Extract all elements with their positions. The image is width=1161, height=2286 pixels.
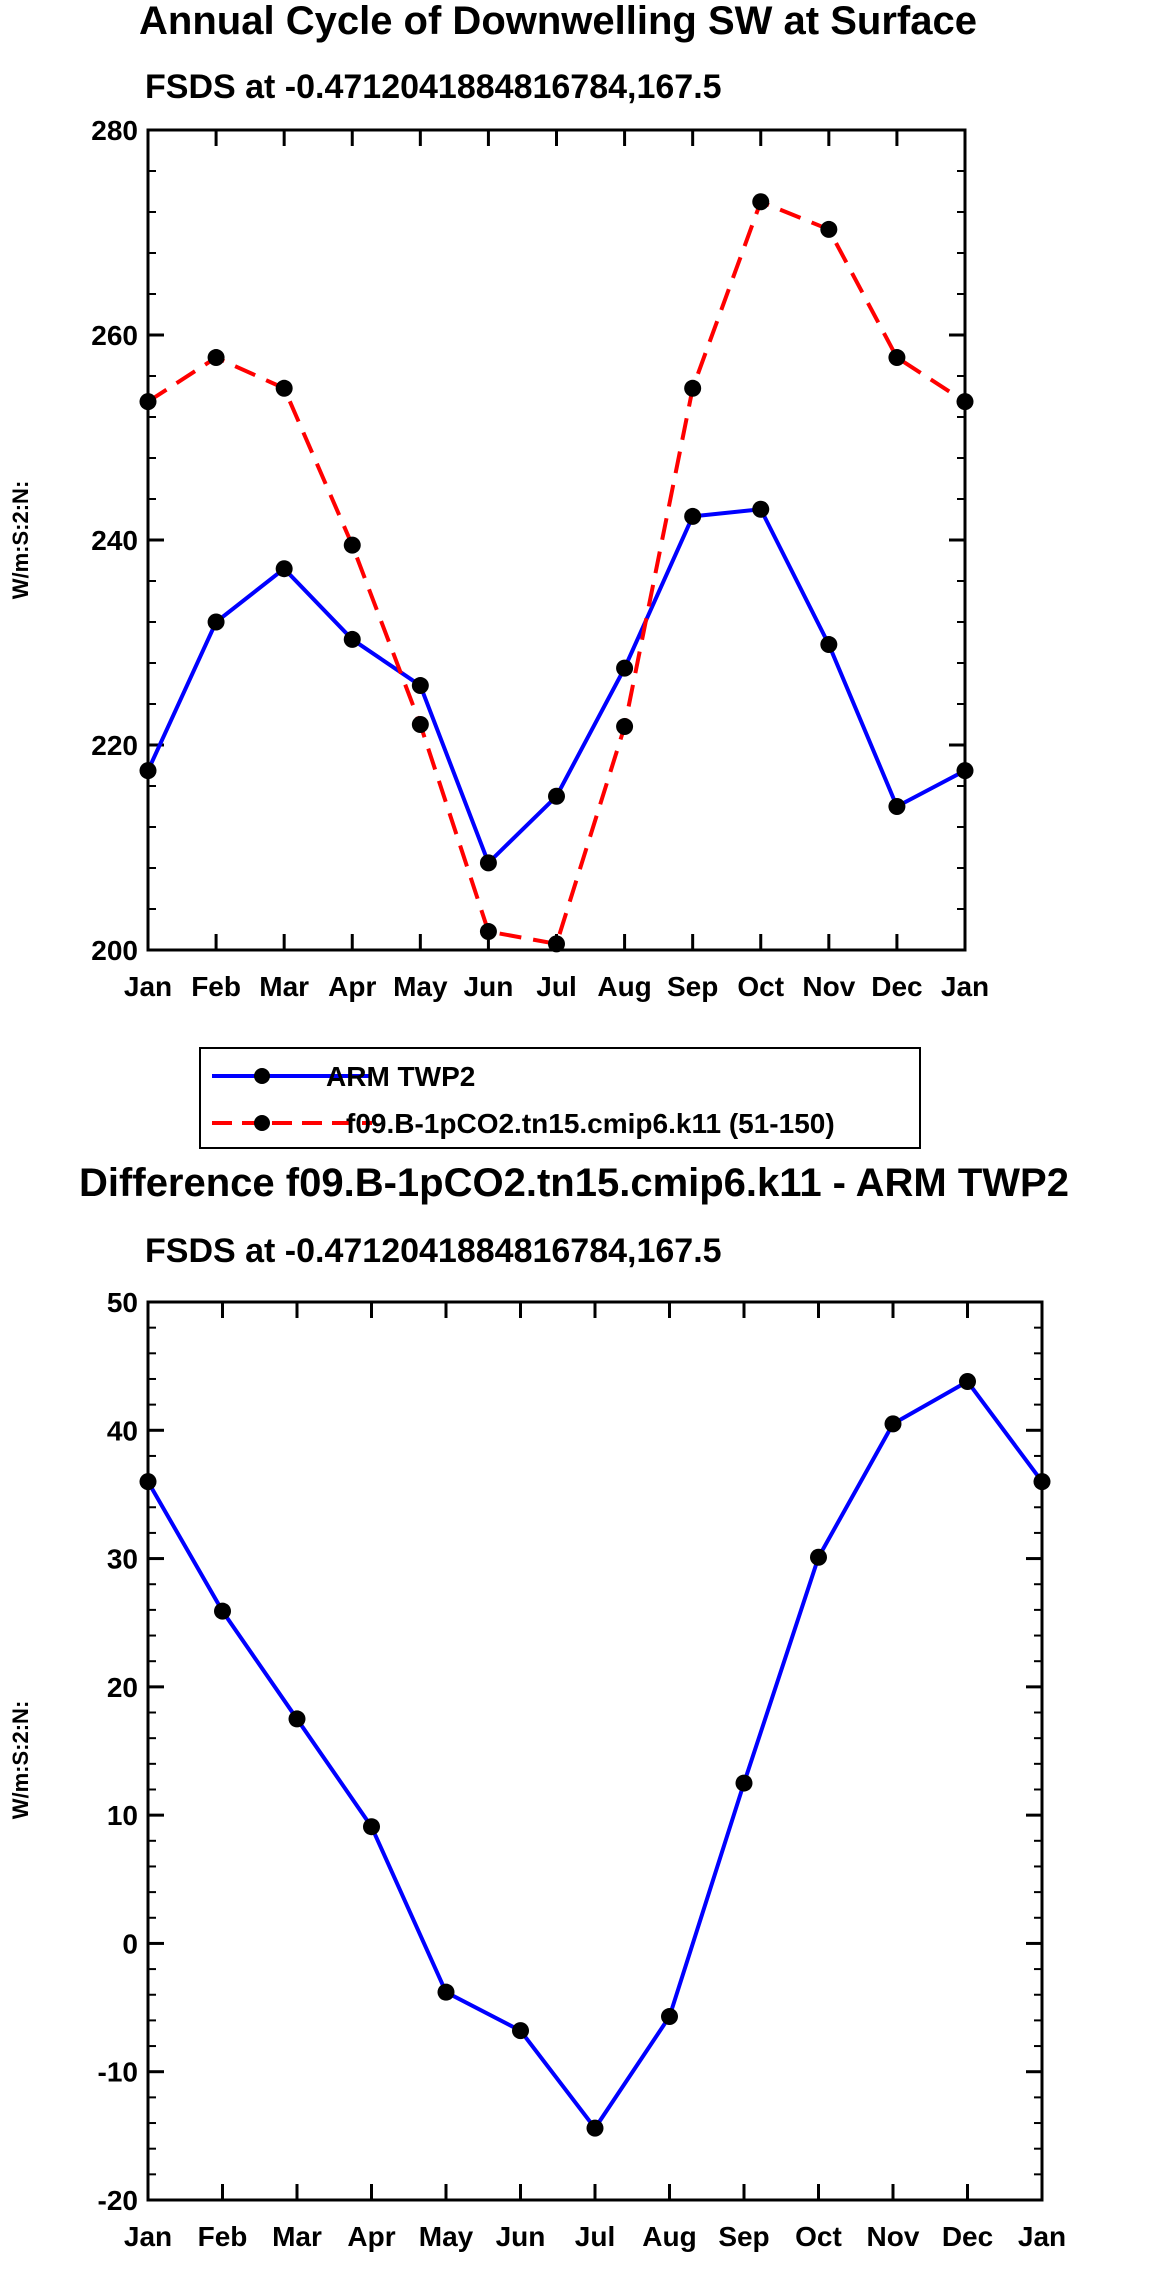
data-point <box>207 349 225 367</box>
data-point <box>820 636 838 654</box>
y-tick-label: 40 <box>107 1415 138 1446</box>
x-tick-label: Jun <box>464 971 514 1002</box>
data-point <box>548 935 565 953</box>
plot-frame-2 <box>146 1300 1044 2202</box>
y-tick-label: 240 <box>91 525 138 556</box>
data-point <box>661 2008 678 2026</box>
y-tick-label: 50 <box>107 1287 138 1318</box>
x-tick-label: Aug <box>642 2221 696 2252</box>
y-tick-label: -20 <box>98 2185 138 2216</box>
data-point <box>512 2022 529 2040</box>
y-tick-label: -10 <box>98 2057 138 2088</box>
chart-title: Annual Cycle of Downwelling SW at Surfac… <box>139 0 977 43</box>
x-tick-label: Mar <box>259 971 309 1002</box>
chart-subtitle: FSDS at -0.4712041884816784,167.5 <box>145 68 722 106</box>
data-point <box>411 716 429 733</box>
y-tick-label: 220 <box>91 730 138 761</box>
y-tick-label: 260 <box>91 320 138 351</box>
data-point <box>275 560 293 578</box>
data-point <box>479 854 497 872</box>
x-tick-label: Sep <box>718 2221 769 2252</box>
data-point <box>479 923 497 941</box>
legend-label-arm: ARM TWP2 <box>326 1061 475 1092</box>
y-tick-label: 10 <box>107 1800 138 1831</box>
data-point <box>548 787 565 805</box>
data-point <box>810 1548 827 1566</box>
annual-cycle-chart: Annual Cycle of Downwelling SW at Surfac… <box>8 0 989 1002</box>
x-tick-label: Dec <box>942 2221 993 2252</box>
data-point <box>888 798 906 815</box>
legend-marker-model <box>254 1115 270 1131</box>
data-point <box>214 1602 231 1620</box>
data-point <box>888 349 906 367</box>
data-point <box>752 500 770 518</box>
x-tick-label: Mar <box>272 2221 322 2252</box>
x-tick-label: Jan <box>124 2221 172 2252</box>
x-tick-label: Jan <box>941 971 989 1002</box>
data-point <box>411 677 429 695</box>
series-line-1 <box>146 199 967 947</box>
series-line-0 <box>146 1378 1044 2132</box>
data-point <box>586 2119 604 2137</box>
x-tick-label: Nov <box>802 971 855 1002</box>
data-point <box>884 1415 902 1433</box>
x-tick-label: Jul <box>575 2221 615 2252</box>
y-axis-label-2: W/m:S:2:N: <box>8 1701 33 1820</box>
data-point <box>752 193 770 211</box>
data-point <box>959 1373 976 1391</box>
x-tick-label: Aug <box>597 971 651 1002</box>
data-point <box>684 379 702 397</box>
data-point <box>343 630 361 648</box>
y-axis-label: W/m:S:2:N: <box>8 481 33 600</box>
x-tick-label: Sep <box>667 971 718 1002</box>
plot-frame <box>146 128 967 952</box>
x-tick-label: Feb <box>191 971 241 1002</box>
x-tick-label: Jul <box>536 971 576 1002</box>
data-point <box>820 220 838 238</box>
data-point <box>343 536 361 554</box>
x-tick-label: Oct <box>737 971 784 1002</box>
data-point <box>684 507 702 525</box>
y-tick-label: 280 <box>91 115 138 146</box>
data-point <box>616 659 634 677</box>
data-point <box>275 379 293 397</box>
x-tick-label: Nov <box>867 2221 920 2252</box>
y-tick-label: 0 <box>122 1928 138 1959</box>
data-point <box>288 1710 306 1728</box>
chart-subtitle-2: FSDS at -0.4712041884816784,167.5 <box>145 1232 722 1270</box>
x-tick-label: Oct <box>795 2221 842 2252</box>
y-tick-label: 20 <box>107 1672 138 1703</box>
difference-chart: Difference f09.B-1pCO2.tn15.cmip6.k11 - … <box>8 1161 1069 2252</box>
x-tick-label: May <box>419 2221 474 2252</box>
data-point <box>437 1983 455 2001</box>
x-tick-label: Jan <box>124 971 172 1002</box>
x-tick-label: Dec <box>871 971 922 1002</box>
x-tick-label: Feb <box>198 2221 248 2252</box>
x-tick-label: Apr <box>347 2221 395 2252</box>
x-tick-label: Apr <box>328 971 376 1002</box>
x-tick-label: May <box>393 971 448 1002</box>
x-tick-label: Jan <box>1018 2221 1066 2252</box>
legend: ARM TWP2 f09.B-1pCO2.tn15.cmip6.k11 (51-… <box>199 1047 921 1149</box>
legend-label-model: f09.B-1pCO2.tn15.cmip6.k11 (51-150) <box>346 1108 835 1139</box>
data-point <box>616 718 634 736</box>
y-tick-label: 30 <box>107 1544 138 1575</box>
series-line-0 <box>146 507 966 867</box>
y-tick-label: 200 <box>91 935 138 966</box>
x-tick-label: Jun <box>496 2221 546 2252</box>
data-point <box>207 613 225 631</box>
data-point <box>735 1774 753 1792</box>
data-point <box>363 1818 380 1836</box>
legend-marker-arm <box>254 1068 270 1084</box>
legend-box <box>199 1047 921 1149</box>
chart-title-2: Difference f09.B-1pCO2.tn15.cmip6.k11 - … <box>79 1161 1069 1205</box>
